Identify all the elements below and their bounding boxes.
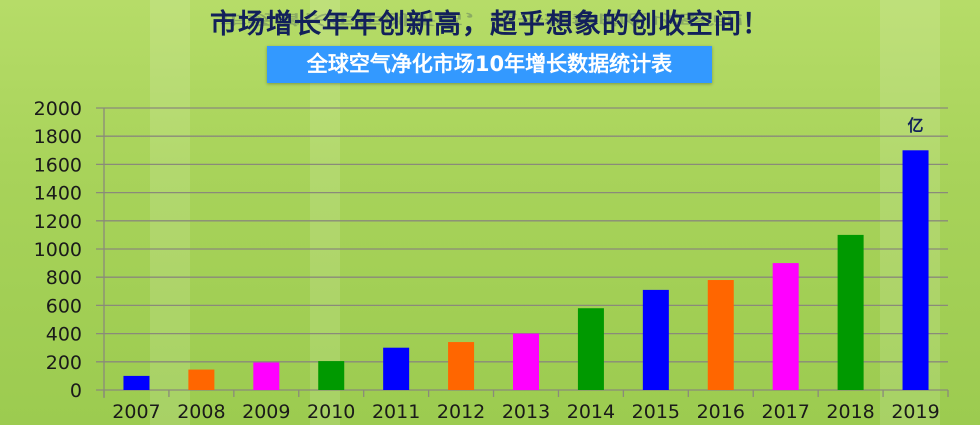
bar-2012 bbox=[448, 342, 475, 390]
bar-2014 bbox=[577, 308, 604, 390]
background-stripe bbox=[150, 0, 190, 425]
x-tick-label: 2019 bbox=[891, 401, 939, 423]
bar-2019 bbox=[902, 150, 929, 390]
bars bbox=[123, 150, 929, 390]
x-tick-label: 2018 bbox=[826, 401, 874, 423]
bar-2009 bbox=[253, 362, 280, 390]
y-tick-label: 800 bbox=[46, 267, 82, 289]
bar-2013 bbox=[513, 333, 539, 390]
x-tick-label: 2016 bbox=[697, 401, 745, 423]
bar-2016 bbox=[707, 280, 734, 390]
y-tick-label: 1600 bbox=[34, 154, 82, 176]
bar-2017 bbox=[772, 263, 799, 390]
bar-2008 bbox=[188, 369, 215, 390]
x-tick-label: 2017 bbox=[762, 401, 810, 423]
x-tick-label: 2014 bbox=[567, 401, 615, 423]
y-tick-label: 2000 bbox=[34, 98, 82, 120]
y-axis-ticks: 0 200 400 600 800 1000 1200 1400 1600 1800 2000 bbox=[34, 98, 82, 402]
y-tick-label: 1800 bbox=[34, 126, 82, 148]
bar-2011 bbox=[383, 347, 410, 390]
y-tick-label: 0 bbox=[70, 380, 82, 402]
y-tick-label: 1400 bbox=[34, 183, 82, 205]
y-tick-label: 1200 bbox=[34, 211, 82, 233]
bar-2018 bbox=[837, 234, 864, 390]
y-tick-label: 400 bbox=[46, 324, 82, 346]
bar-2007 bbox=[123, 375, 150, 390]
gridlines bbox=[96, 107, 949, 398]
bar-2015 bbox=[642, 289, 669, 390]
x-axis-ticks: 2007 2008 2009 2010 2011 2012 2013 2014 2015 2016… bbox=[112, 401, 939, 423]
x-tick-label: 2012 bbox=[437, 401, 485, 423]
headline: 市场增长年年创新高，超乎想象的创收空间！ bbox=[210, 9, 770, 40]
x-tick-label: 2013 bbox=[502, 401, 550, 423]
x-tick-label: 2009 bbox=[242, 401, 290, 423]
y-tick-label: 200 bbox=[46, 352, 82, 374]
x-tick-label: 2008 bbox=[177, 401, 225, 423]
chart-title-banner: 全球空气净化市场10年增长数据统计表 bbox=[267, 46, 712, 83]
x-tick-label: 2007 bbox=[112, 401, 160, 423]
y-tick-label: 1000 bbox=[34, 239, 82, 261]
bar-2010 bbox=[318, 361, 345, 390]
x-tick-label: 2015 bbox=[632, 401, 680, 423]
x-tick-label: 2011 bbox=[372, 401, 420, 423]
x-tick-label: 2010 bbox=[307, 401, 355, 423]
unit-label: 亿 bbox=[908, 116, 924, 135]
y-tick-label: 600 bbox=[46, 295, 82, 317]
